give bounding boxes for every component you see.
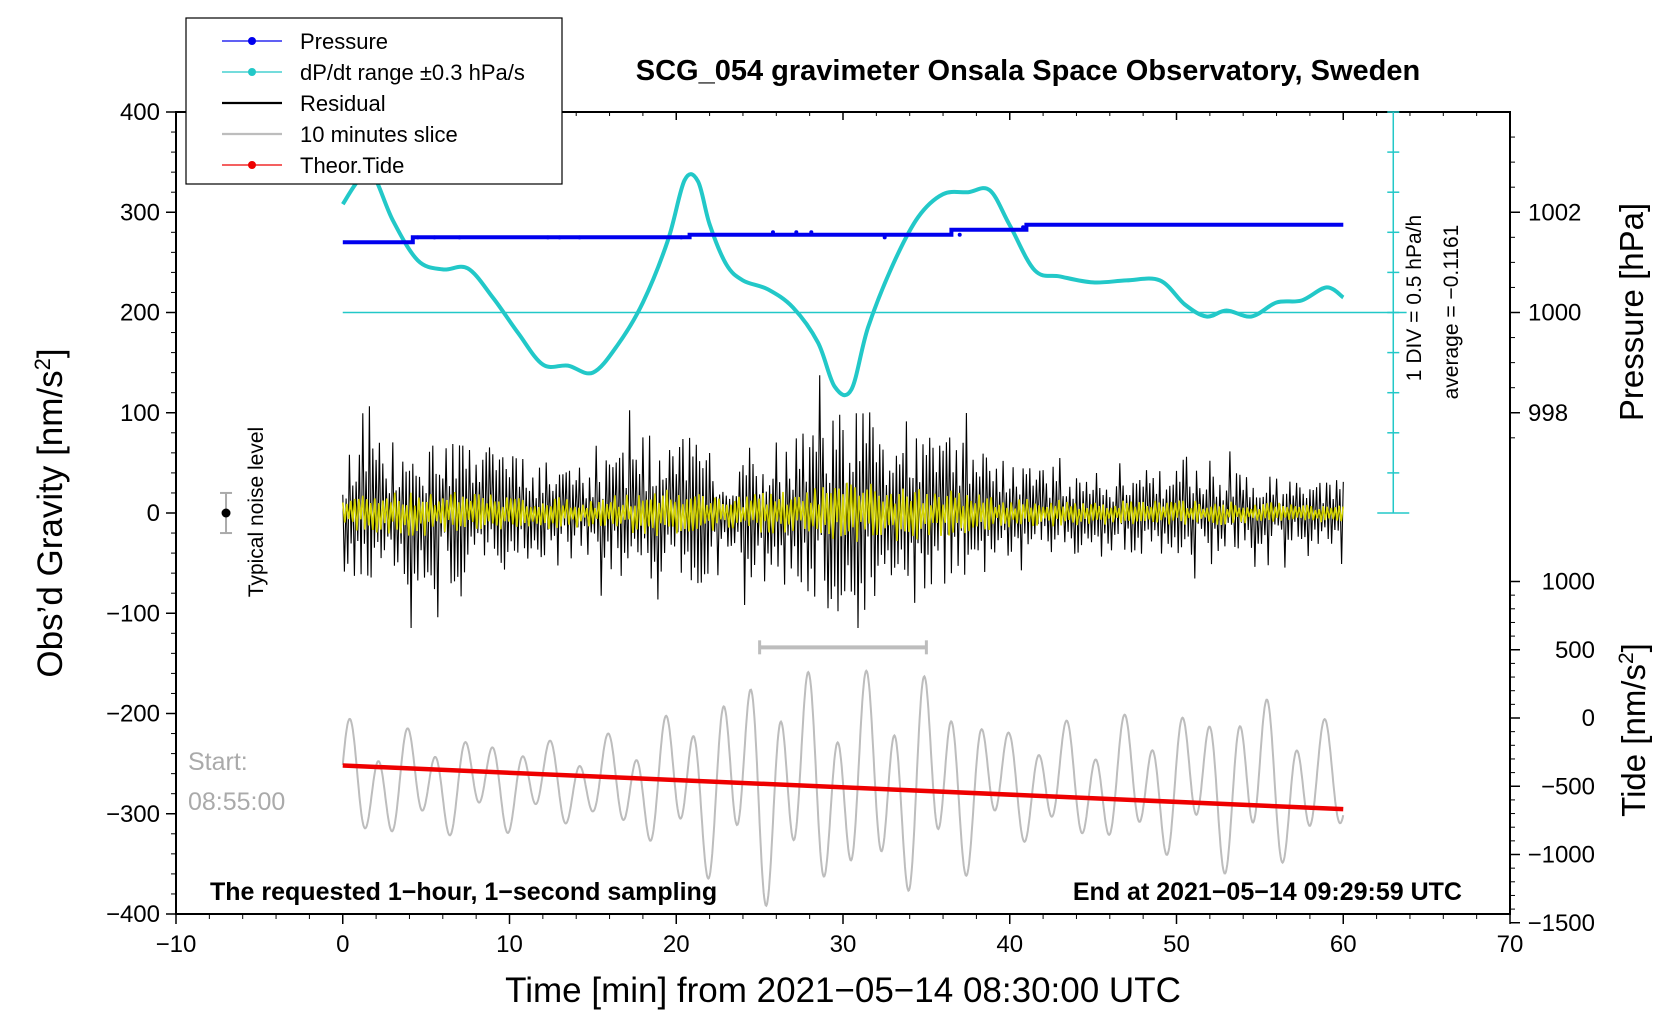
- tide-tick-label: 1000: [1542, 569, 1595, 596]
- x-tick-label: −10: [156, 931, 197, 958]
- legend: Pressure dP/dt range ±0.3 hPa/s Residual 10…: [185, 17, 563, 185]
- y-tick-label: −100: [106, 600, 160, 627]
- residual-line: [342, 375, 1344, 629]
- sampling-note: The requested 1−hour, 1−second sampling: [210, 878, 717, 906]
- start-time-label: 08:55:00: [188, 788, 285, 816]
- noise-level-marker: [220, 491, 233, 535]
- tide-line: [342, 763, 1344, 812]
- noise-point: [221, 508, 231, 518]
- y-tick-label: −200: [106, 701, 160, 728]
- x-axis-label: Time [min] from 2021−05−14 08:30:00 UTC: [505, 971, 1181, 1010]
- pressure-point: [415, 235, 420, 240]
- pressure-point: [1021, 225, 1026, 230]
- legend-label: Residual: [300, 91, 386, 116]
- chart-title: SCG_054 gravimeter Onsala Space Observat…: [636, 55, 1420, 87]
- tide-tick-label: 0: [1582, 705, 1595, 732]
- tide-series: [342, 763, 1344, 812]
- pressure-point: [557, 235, 562, 240]
- legend-box: [185, 17, 563, 185]
- pressure-point: [577, 235, 582, 240]
- y-tick-label: −300: [106, 801, 160, 828]
- y-tick-label: 200: [120, 300, 160, 327]
- dpdt-line: [341, 169, 1345, 398]
- x-tick-label: 20: [663, 931, 690, 958]
- pressure-point: [809, 230, 814, 235]
- pressure-point: [545, 235, 550, 240]
- x-tick-label: 40: [996, 931, 1023, 958]
- pressure-point: [957, 232, 962, 237]
- noise-level-label: Typical noise level: [245, 427, 268, 597]
- start-label: Start:: [188, 748, 248, 776]
- tide-tick-label: −500: [1541, 773, 1595, 800]
- average-note: average = −0.1161: [1440, 225, 1463, 400]
- x-tick-label: 0: [336, 931, 349, 958]
- x-tick-label: 10: [496, 931, 523, 958]
- slice-line: [341, 669, 1345, 908]
- dpdt-scale-bar: [1377, 111, 1410, 514]
- pressure-tick-label: 998: [1528, 400, 1568, 427]
- y-tick-label: 100: [120, 400, 160, 427]
- pressure-point: [432, 235, 437, 240]
- axes: −10 0 10 20 30 40 50 60 704003002001000−100−200−…: [106, 99, 1595, 958]
- x-tick-label: 70: [1497, 931, 1524, 958]
- x-tick-label: 60: [1330, 931, 1357, 958]
- y-tick-label: 300: [120, 199, 160, 226]
- pressure-point: [457, 235, 462, 240]
- slice-range-bar: [758, 640, 928, 655]
- dpdt-series: [341, 169, 1345, 398]
- tide-tick-label: −1500: [1528, 910, 1595, 937]
- y-axis-label-left: Obs’d Gravity [nm/s2]: [30, 348, 70, 677]
- legend-label: dP/dt range ±0.3 hPa/s: [300, 60, 525, 85]
- residual-series: [342, 375, 1344, 629]
- pressure-line: [342, 222, 1344, 245]
- div-note: 1 DIV = 0.5 hPa/h: [1403, 215, 1426, 381]
- y-axis-label-pressure: Pressure [hPa]: [1613, 203, 1650, 421]
- pressure-point: [794, 230, 799, 235]
- x-tick-label: 50: [1163, 931, 1190, 958]
- pressure-point: [882, 235, 887, 240]
- legend-label: 10 minutes slice: [300, 122, 458, 147]
- pressure-series: [342, 222, 1344, 245]
- pressure-point: [770, 230, 775, 235]
- residual-highfreq-series: [342, 482, 1344, 542]
- x-tick-label: 30: [830, 931, 857, 958]
- y-axis-label-tide: Tide [nm/s2]: [1615, 643, 1652, 817]
- legend-marker: [248, 37, 256, 45]
- legend-label: Pressure: [300, 29, 388, 54]
- legend-marker: [248, 68, 256, 76]
- pressure-tick-label: 1002: [1528, 199, 1581, 226]
- y-tick-label: 400: [120, 99, 160, 126]
- legend-marker: [248, 161, 256, 169]
- slice-series: [341, 669, 1345, 908]
- y-tick-label: 0: [147, 500, 160, 527]
- pressure-tick-label: 1000: [1528, 300, 1581, 327]
- end-note: End at 2021−05−14 09:29:59 UTC: [1073, 878, 1462, 906]
- tide-tick-label: 500: [1555, 637, 1595, 664]
- tide-tick-label: −1000: [1528, 842, 1595, 869]
- pressure-point: [679, 235, 684, 240]
- legend-label: Theor.Tide: [300, 153, 404, 178]
- y-tick-label: −400: [106, 901, 160, 928]
- residual-highfreq-line: [342, 482, 1344, 542]
